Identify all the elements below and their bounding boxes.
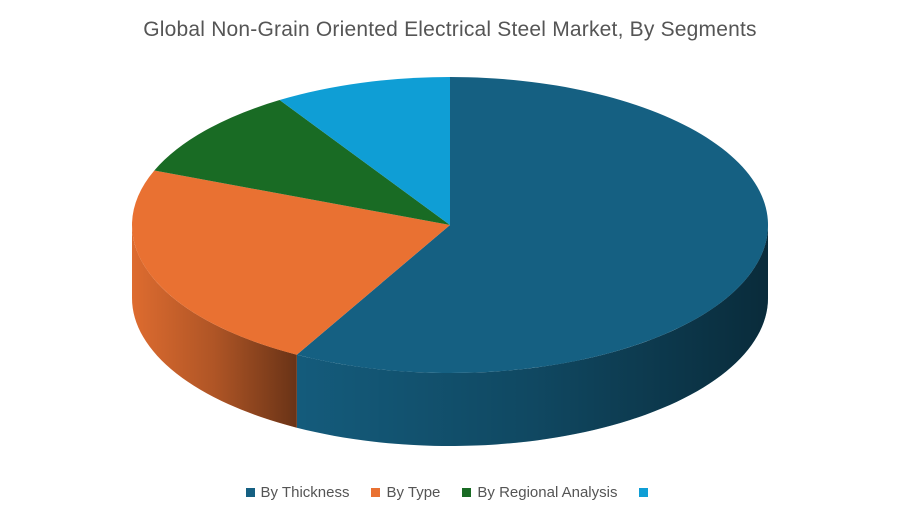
legend-label: By Regional Analysis <box>477 484 618 501</box>
pie-side-by-type <box>132 225 297 428</box>
pie-slice-segment-4 <box>279 77 450 225</box>
pie-side-by-thickness <box>296 225 768 446</box>
pie-slice-by-type <box>132 170 450 355</box>
legend-item <box>639 488 654 497</box>
legend: By Thickness By Type By Regional Analysis <box>0 484 900 501</box>
legend-item: By Thickness <box>245 484 350 501</box>
legend-item: By Regional Analysis <box>462 484 617 501</box>
chart-title: Global Non-Grain Oriented Electrical Ste… <box>143 18 757 41</box>
pie-slice-by-regional-analysis <box>154 100 450 225</box>
pie-slice-by-thickness <box>296 77 769 373</box>
legend-swatch <box>245 488 255 497</box>
legend-item: By Type <box>371 484 440 501</box>
legend-swatch <box>462 488 472 497</box>
legend-swatch <box>639 488 649 497</box>
legend-label: By Thickness <box>260 484 350 501</box>
legend-swatch <box>371 488 381 497</box>
legend-label: By Type <box>386 484 441 501</box>
